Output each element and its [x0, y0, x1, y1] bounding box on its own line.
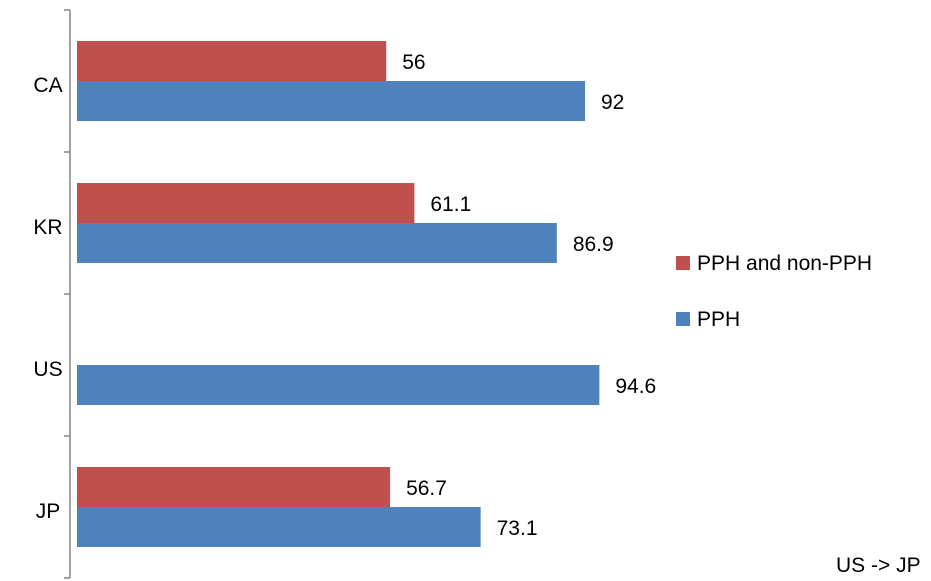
data-label: 56.7: [406, 477, 447, 500]
data-label: 92: [601, 91, 624, 114]
bar-ca-pph: [77, 81, 585, 121]
bar-jp-pph: [77, 507, 481, 547]
data-label: 56: [402, 51, 425, 74]
legend-label: PPH: [697, 308, 740, 331]
bar-jp-pph-and-non-pph: [77, 467, 391, 507]
data-label: 73.1: [497, 517, 538, 540]
bar-us-pph: [77, 365, 600, 405]
bar-kr-pph: [77, 223, 557, 263]
footnote-annotation: US -> JP: [836, 554, 921, 577]
legend-label: PPH and non-PPH: [697, 252, 872, 275]
axis-layer: [64, 9, 71, 579]
data-label: 86.9: [573, 233, 614, 256]
labels-layer: CA 56 92 KR 61.1 86.9 US 94.6 JP 56.7 73.1: [33, 51, 656, 540]
category-label: US: [33, 358, 62, 381]
category-label: KR: [33, 216, 62, 239]
bar-kr-pph-and-non-pph: [77, 183, 415, 223]
data-label: 61.1: [430, 193, 471, 216]
bar-ca-pph-and-non-pph: [77, 41, 387, 81]
category-label: CA: [33, 74, 62, 97]
legend-swatch: [676, 312, 690, 326]
category-label: JP: [36, 500, 61, 523]
data-label: 94.6: [615, 375, 656, 398]
legend: PPH and non-PPH PPH: [676, 252, 872, 331]
legend-swatch: [676, 256, 690, 270]
bars-layer: [77, 41, 600, 547]
